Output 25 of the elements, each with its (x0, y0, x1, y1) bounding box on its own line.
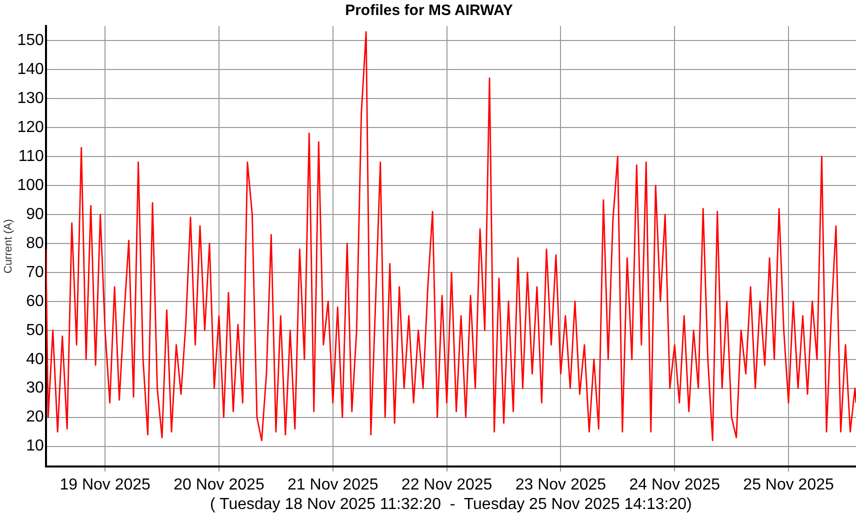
y-tick-label: 150 (17, 32, 44, 49)
y-tick-label: 30 (26, 380, 44, 397)
y-tick-label: 50 (26, 322, 44, 339)
y-tick-label: 130 (17, 90, 44, 107)
y-tick-label: 90 (26, 206, 44, 223)
y-tick-label: 140 (17, 60, 44, 78)
x-tick-label: 24 Nov 2025 (629, 476, 720, 494)
y-tick-label: 40 (26, 350, 44, 368)
x-tick-label: 23 Nov 2025 (515, 476, 606, 494)
x-tick-label: 25 Nov 2025 (743, 476, 834, 494)
y-tick-label: 10 (26, 438, 44, 455)
x-tick-label: 20 Nov 2025 (174, 476, 264, 494)
y-tick-label: 80 (26, 234, 44, 252)
x-tick-label: 22 Nov 2025 (401, 476, 492, 494)
x-tick-label: 19 Nov 2025 (60, 476, 151, 494)
y-tick-label: 60 (26, 292, 44, 310)
x-tick-label: 21 Nov 2025 (288, 476, 378, 494)
x-axis-title: ( Tuesday 18 Nov 2025 11:32:20 - Tuesday 25 Nov 2025 14:13:20) (210, 496, 692, 513)
y-tick-label: 110 (18, 148, 44, 165)
y-tick-label: 120 (17, 118, 44, 136)
y-tick-label: 70 (26, 264, 44, 281)
y-tick-label: 20 (26, 408, 44, 426)
y-axis-title: Current (A) (2, 219, 15, 274)
y-tick-label: 100 (17, 176, 44, 194)
chart-title: Profiles for MS AIRWAY (345, 2, 513, 20)
